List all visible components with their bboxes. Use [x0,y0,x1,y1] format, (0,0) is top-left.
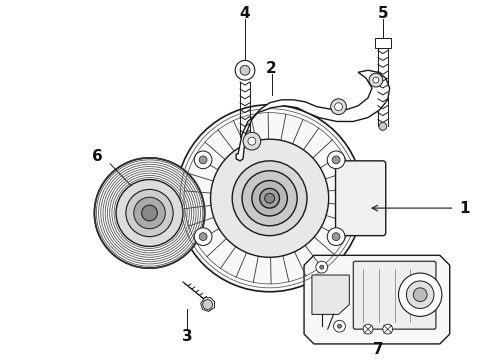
Text: 4: 4 [240,6,250,21]
Circle shape [369,73,383,87]
Polygon shape [201,298,215,311]
Circle shape [373,77,379,83]
FancyBboxPatch shape [353,261,436,329]
Text: 6: 6 [92,149,103,165]
Circle shape [240,66,250,75]
Circle shape [235,60,255,80]
Circle shape [338,324,342,328]
Circle shape [327,228,345,246]
FancyBboxPatch shape [336,161,386,236]
Circle shape [252,180,287,216]
Circle shape [176,105,363,292]
Circle shape [363,324,373,334]
Text: 7: 7 [372,342,383,357]
Circle shape [142,205,157,221]
Circle shape [232,161,307,236]
Circle shape [126,189,173,237]
Circle shape [413,288,427,302]
Circle shape [260,188,279,208]
Circle shape [116,180,183,247]
Circle shape [320,265,324,269]
Circle shape [332,233,340,240]
Text: 5: 5 [377,6,388,21]
Polygon shape [312,275,349,314]
Circle shape [398,273,442,316]
Circle shape [199,156,207,164]
Circle shape [316,261,328,273]
Circle shape [203,300,213,310]
Circle shape [406,281,434,309]
Polygon shape [236,70,390,161]
Circle shape [248,137,256,145]
Circle shape [334,320,345,332]
Circle shape [265,193,274,203]
Circle shape [327,151,345,169]
Circle shape [211,139,329,257]
Circle shape [199,233,207,240]
Circle shape [335,103,343,111]
Polygon shape [304,255,450,344]
Bar [375,38,391,48]
Circle shape [379,122,387,130]
Circle shape [242,171,297,226]
Circle shape [134,197,165,229]
Circle shape [383,324,392,334]
Text: 1: 1 [459,201,470,216]
Circle shape [194,228,212,246]
Text: 3: 3 [182,329,192,343]
Circle shape [95,158,205,268]
Text: 2: 2 [266,61,277,76]
Circle shape [194,151,212,169]
Circle shape [332,156,340,164]
Circle shape [331,99,346,114]
Circle shape [243,132,261,150]
